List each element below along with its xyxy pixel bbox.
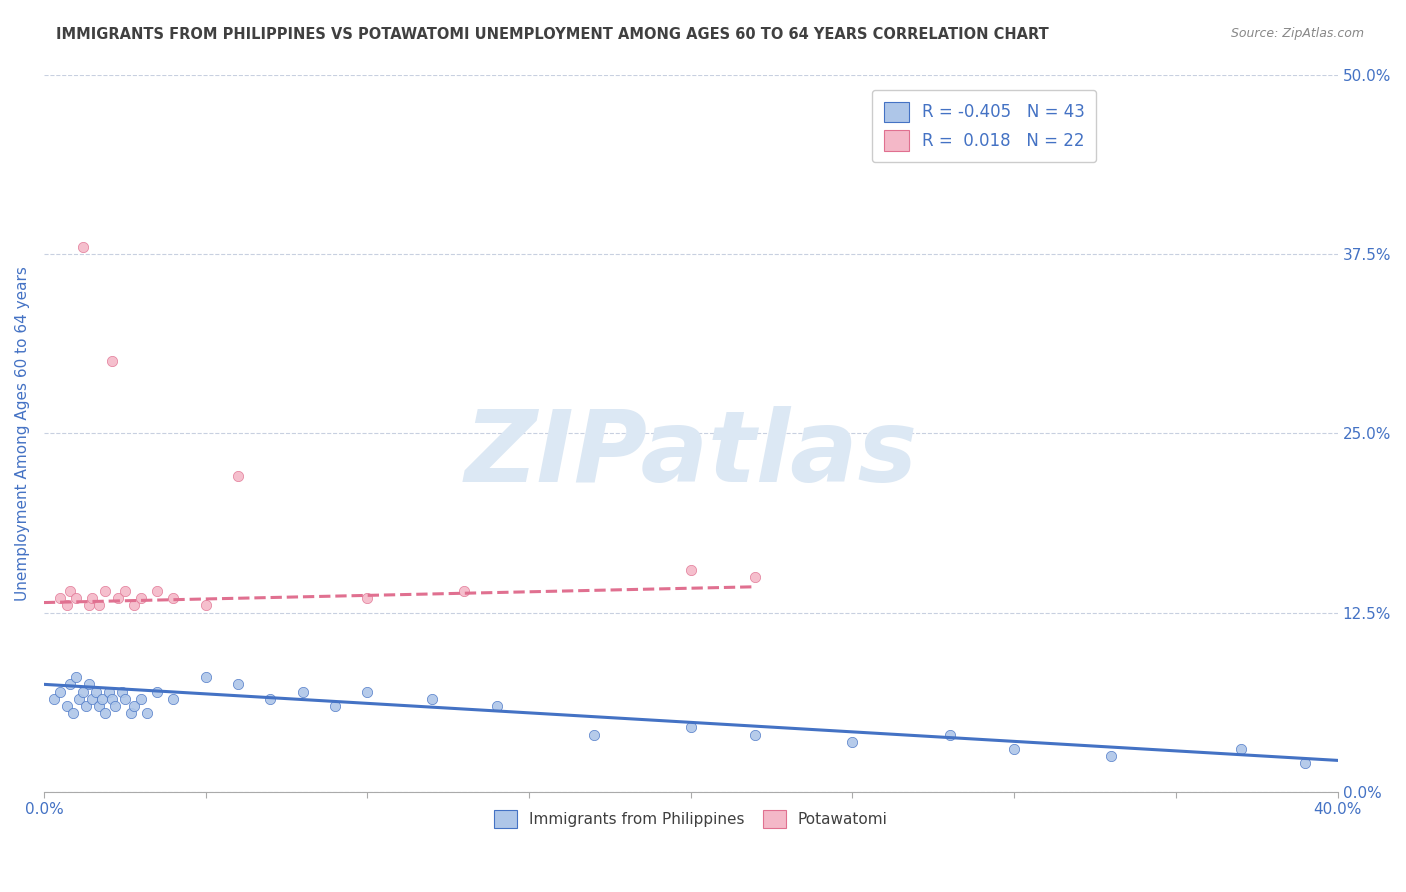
Point [55, 599, 77, 613]
Point [679, 720, 702, 734]
Point [62, 706, 84, 720]
Point [91, 691, 114, 706]
Point [97, 684, 120, 698]
Point [129, 691, 152, 706]
Point [101, 354, 124, 368]
Text: ZIPatlas: ZIPatlas [464, 406, 917, 503]
Point [841, 735, 863, 749]
Point [42, 691, 65, 706]
Point [69, 691, 91, 706]
Point [162, 591, 184, 606]
Point [65, 591, 87, 606]
Point [65, 670, 87, 684]
Point [75, 698, 97, 713]
Point [1002, 742, 1025, 756]
Point [77, 599, 100, 613]
Point [87, 599, 110, 613]
Point [94, 584, 117, 599]
Point [107, 591, 129, 606]
Point [1294, 756, 1316, 771]
Point [129, 591, 152, 606]
Point [94, 706, 117, 720]
Point [453, 584, 475, 599]
Point [291, 684, 314, 698]
Point [356, 591, 378, 606]
Point [679, 563, 702, 577]
Point [87, 698, 110, 713]
Point [72, 240, 94, 254]
Point [356, 684, 378, 698]
Point [82, 591, 104, 606]
Point [323, 698, 346, 713]
Point [72, 684, 94, 698]
Point [485, 698, 508, 713]
Point [226, 677, 249, 691]
Point [146, 684, 169, 698]
Point [114, 584, 136, 599]
Point [194, 670, 217, 684]
Point [120, 706, 142, 720]
Point [744, 728, 766, 742]
Point [55, 698, 77, 713]
Point [124, 698, 146, 713]
Y-axis label: Unemployment Among Ages 60 to 64 years: Unemployment Among Ages 60 to 64 years [15, 266, 30, 600]
Point [194, 599, 217, 613]
Point [84, 684, 107, 698]
Point [114, 691, 136, 706]
Point [59, 584, 82, 599]
Point [82, 691, 104, 706]
Point [101, 691, 124, 706]
Point [938, 728, 960, 742]
Point [104, 698, 127, 713]
Point [136, 706, 159, 720]
Point [110, 684, 132, 698]
Point [744, 570, 766, 584]
Point [124, 599, 146, 613]
Point [49, 684, 72, 698]
Point [582, 728, 605, 742]
Point [59, 677, 82, 691]
Point [259, 691, 281, 706]
Point [162, 691, 184, 706]
Text: Source: ZipAtlas.com: Source: ZipAtlas.com [1230, 27, 1364, 40]
Text: IMMIGRANTS FROM PHILIPPINES VS POTAWATOMI UNEMPLOYMENT AMONG AGES 60 TO 64 YEARS: IMMIGRANTS FROM PHILIPPINES VS POTAWATOM… [56, 27, 1049, 42]
Point [226, 469, 249, 483]
Point [1099, 749, 1122, 764]
Point [77, 677, 100, 691]
Legend: Immigrants from Philippines, Potawatomi: Immigrants from Philippines, Potawatomi [488, 804, 894, 835]
Point [49, 591, 72, 606]
Point [146, 584, 169, 599]
Point [420, 691, 443, 706]
Point [1229, 742, 1251, 756]
